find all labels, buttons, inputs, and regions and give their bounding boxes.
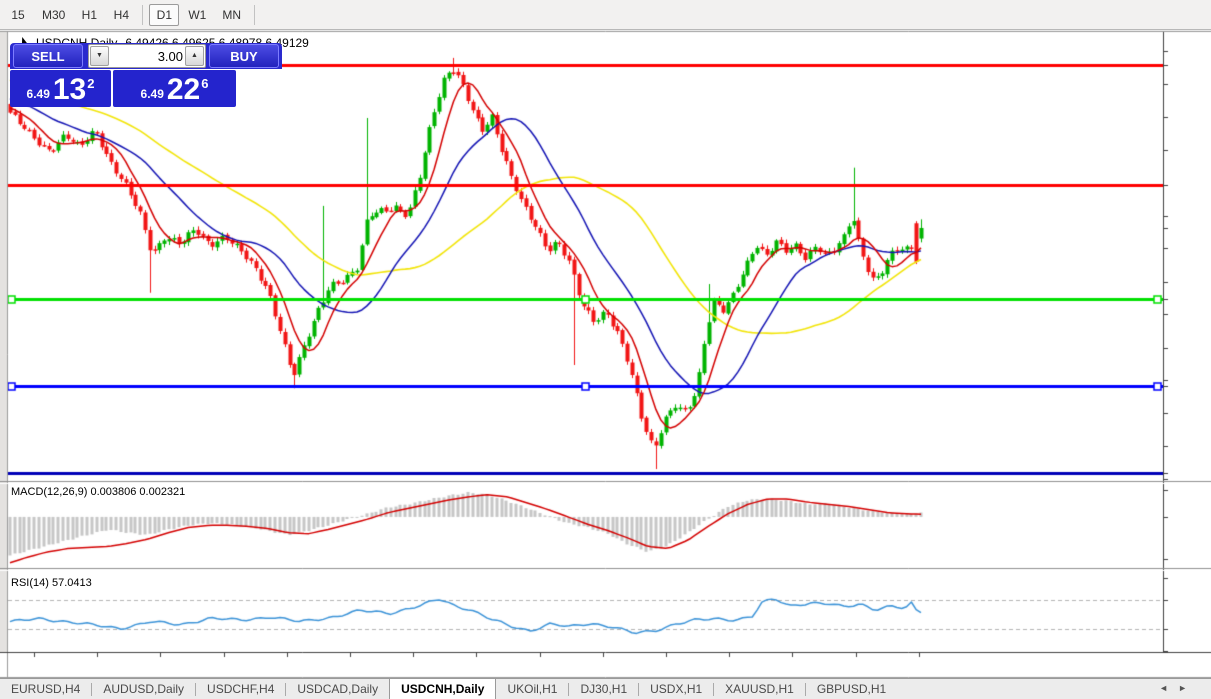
volume-input[interactable] [111,46,183,66]
tab-separator [713,682,715,696]
buy-price-big: 22 [166,73,201,106]
timeframe-button-15[interactable]: 15 [3,4,33,26]
tab-separator [285,682,287,696]
sell-price-small: 6.49 [26,87,50,101]
chart-tab-USDCNH[interactable]: USDCNH,Daily [389,679,497,699]
tab-separator [195,682,197,696]
chevron-down-icon: ▼ [96,52,103,59]
sell-button[interactable]: SELL [13,44,83,68]
chart-tab-EURUSD[interactable]: EURUSD,H4 [11,682,81,696]
buy-price-small: 6.49 [140,87,164,101]
rsi-indicator-label: RSI(14) 57.0413 [11,577,92,589]
chevron-up-icon: ▲ [191,52,198,59]
timeframe-button-H1[interactable]: H1 [74,4,104,26]
one-click-trading-panel: SELL ▼ ▲ BUY 6.49 13 2 6.49 22 6 [10,43,284,107]
sell-price-display[interactable]: 6.49 13 2 [10,70,111,107]
timeframe-button-H4[interactable]: H4 [106,4,136,26]
sell-price-sup: 2 [87,76,95,91]
tab-separator [804,682,806,696]
volume-increase-button[interactable]: ▲ [185,46,204,66]
toolbar-separator [142,4,144,25]
timeframe-button-M30[interactable]: M30 [35,4,72,26]
volume-decrease-button[interactable]: ▼ [90,46,109,66]
chart-tab-USDX[interactable]: USDX,H1 [650,682,703,696]
chart-tab-bar: EURUSD,H4 AUDUSD,Daily USDCHF,H4 USDCAD,Dai… [0,678,1211,699]
chart-tab-XAUUSD[interactable]: XAUUSD,H1 [725,682,794,696]
chart-tab-USDCAD[interactable]: USDCAD,Daily [297,682,379,696]
buy-price-display[interactable]: 6.49 22 6 [113,70,236,107]
sell-price-big: 13 [52,73,87,106]
tab-separator [568,682,570,696]
volume-spinner: ▼ ▲ [88,44,206,68]
chart-tab-UKOil[interactable]: UKOil,H1 [507,682,558,696]
tab-separator [91,682,93,696]
buy-button[interactable]: BUY [209,44,279,68]
macd-indicator-label: MACD(12,26,9) 0.003806 0.002321 [11,486,186,498]
chart-tab-GBPUSD[interactable]: GBPUSD,H1 [816,682,887,696]
toolbar-separator [254,4,256,25]
timeframe-button-MN[interactable]: MN [215,4,248,26]
timeframe-button-W1[interactable]: W1 [181,4,213,26]
chart-tab-DJ30[interactable]: DJ30,H1 [580,682,628,696]
timeframe-button-D1[interactable]: D1 [149,3,180,26]
tab-scroll-right-icon[interactable]: ► [1178,683,1197,693]
tab-separator [638,682,640,696]
timeframe-toolbar: 15 M30 H1 H4 D1 W1 MN [0,0,1211,30]
trade-panel-top-row: SELL ▼ ▲ BUY [10,43,282,69]
chart-tab-USDCHF[interactable]: USDCHF,H4 [207,682,275,696]
tab-scroll-arrows: ◄► [1159,683,1197,693]
chart-tab-AUDUSD[interactable]: AUDUSD,Daily [103,682,185,696]
buy-price-sup: 6 [201,76,209,91]
tab-scroll-left-icon[interactable]: ◄ [1159,683,1179,693]
